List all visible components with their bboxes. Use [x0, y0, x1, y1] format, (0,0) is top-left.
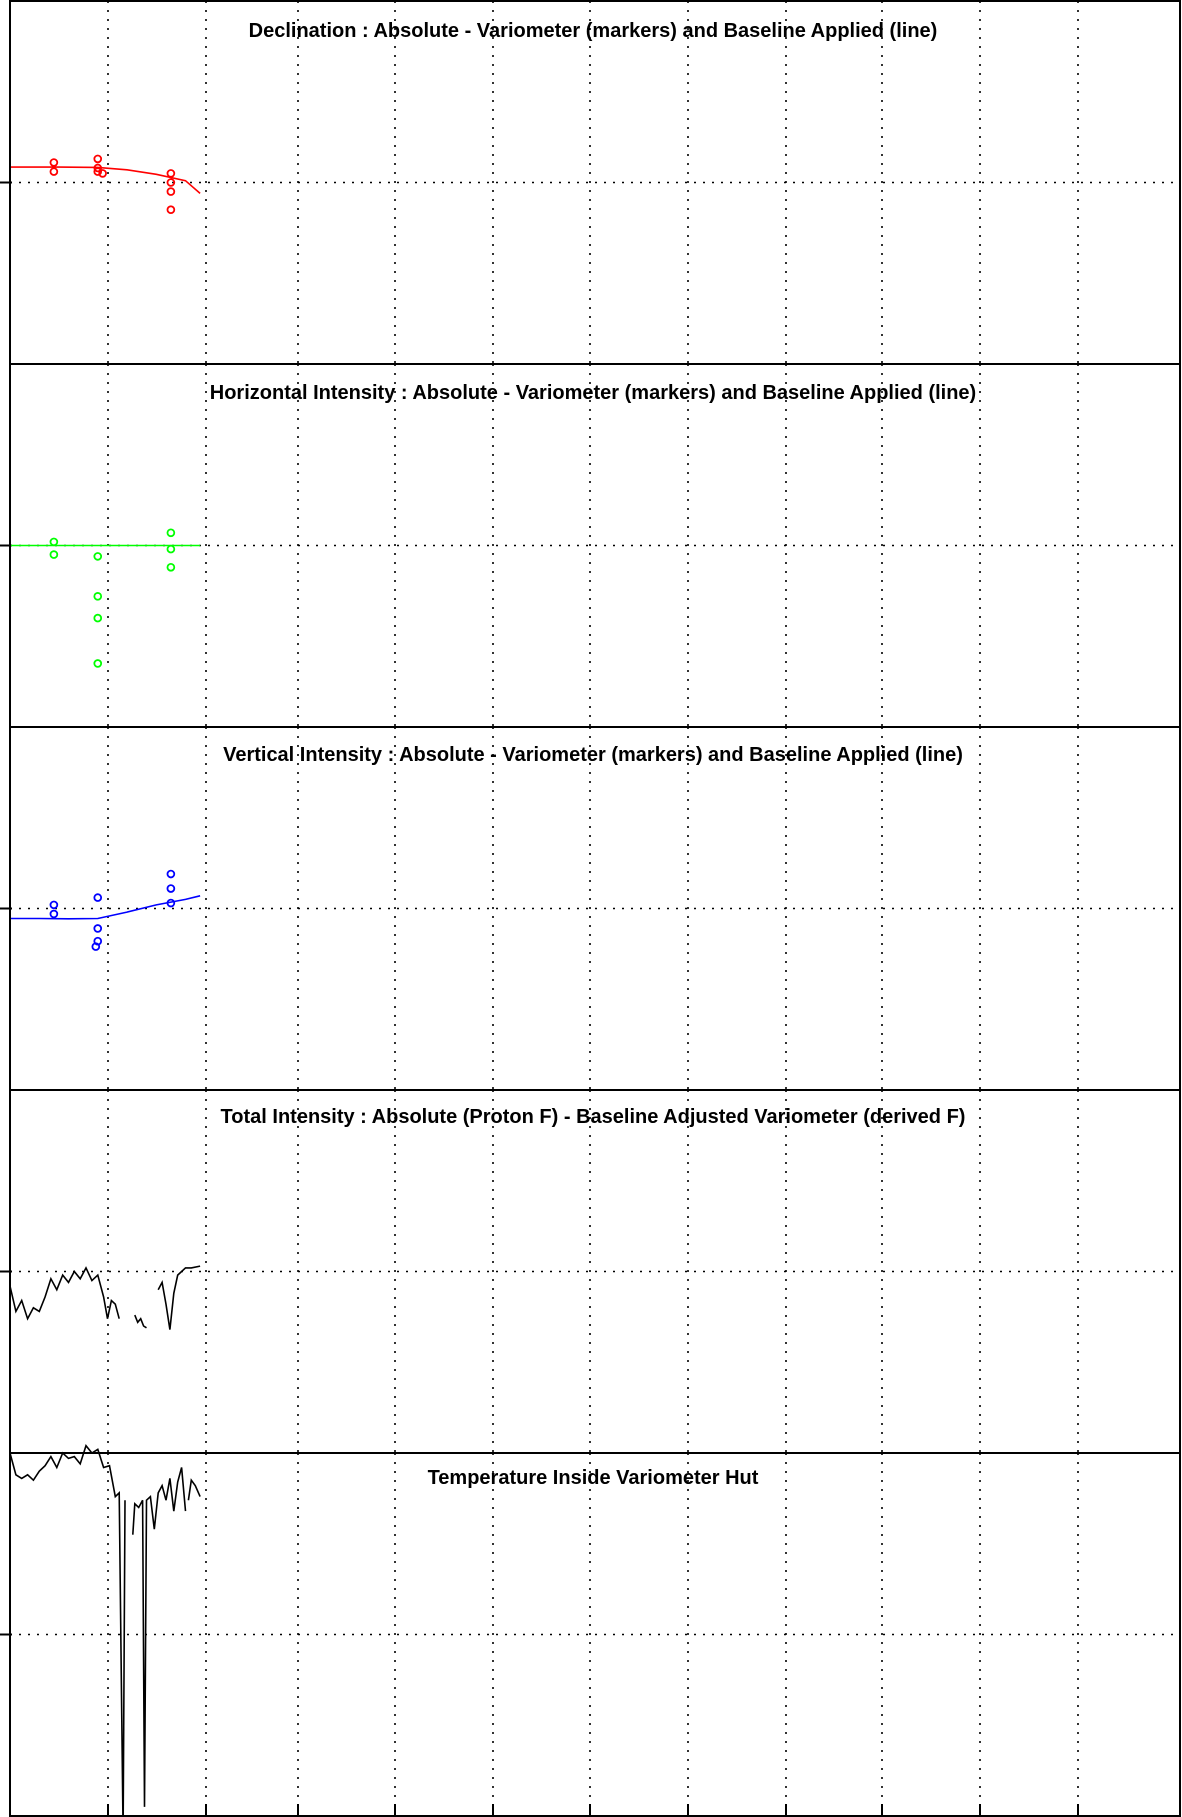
marker-point-1: [49, 158, 59, 167]
panel-3-title: Vertical Intensity : Absolute - Variomet…: [223, 744, 963, 766]
marker-point-4: [93, 924, 103, 933]
panel-2: Horizontal Intensity : Absolute - Variom…: [0, 363, 1181, 728]
baseline-line: [10, 166, 201, 195]
marker-point-1: [49, 900, 59, 910]
marker-point-5: [93, 613, 103, 623]
marker-point-3: [93, 154, 103, 164]
marker-point-2: [49, 909, 59, 919]
marker-point-6: [91, 942, 101, 951]
series-segment-1: [9, 1266, 120, 1321]
panel-5: Temperature Inside Variometer Hut: [0, 1444, 1181, 1817]
marker-point-7: [166, 169, 176, 178]
marker-point-10: [166, 205, 176, 215]
marker-point-8: [166, 884, 176, 893]
marker-point-7: [166, 528, 176, 538]
panel-2-title: Horizontal Intensity : Absolute - Variom…: [210, 382, 976, 404]
marker-point-8: [166, 178, 176, 187]
marker-point-9: [166, 562, 176, 572]
marker-point-9: [166, 898, 176, 908]
series-segment-3: [157, 1265, 201, 1330]
panel-1: Declination : Absolute - Variometer (mar…: [0, 0, 1181, 365]
marker-point-4: [93, 163, 103, 173]
marker-point-6: [98, 169, 107, 178]
marker-point-2: [49, 550, 59, 559]
marker-point-6: [93, 659, 103, 668]
series-segment-3: [187, 1478, 201, 1501]
series-segment-2: [132, 1467, 187, 1807]
marker-point-9: [166, 187, 176, 196]
marker-point-5: [93, 167, 103, 176]
marker-point-4: [93, 592, 103, 601]
series-segment-2: [134, 1314, 147, 1329]
panel-5-title: Temperature Inside Variometer Hut: [428, 1467, 759, 1489]
marker-point-3: [93, 552, 103, 561]
panel-4-title: Total Intensity : Absolute (Proton F) - …: [221, 1106, 966, 1128]
marker-point-1: [49, 537, 59, 547]
marker-point-8: [166, 544, 176, 554]
panel-1-title: Declination : Absolute - Variometer (mar…: [249, 20, 938, 42]
panel-3: Vertical Intensity : Absolute - Variomet…: [0, 726, 1181, 1091]
baseline-line: [10, 895, 201, 920]
marker-point-3: [93, 893, 103, 902]
marker-point-2: [49, 167, 59, 176]
series-segment-1: [9, 1444, 126, 1817]
panel-frame: [9, 1452, 1181, 1817]
marker-point-7: [166, 869, 176, 879]
panel-4: Total Intensity : Absolute (Proton F) - …: [0, 1089, 1181, 1454]
